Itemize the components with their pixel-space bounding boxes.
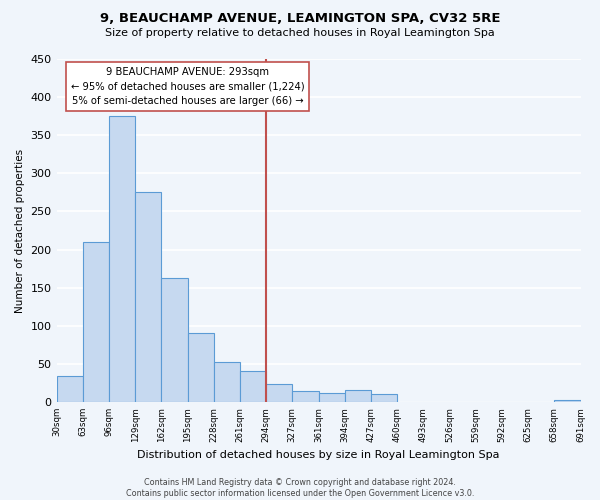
Text: Size of property relative to detached houses in Royal Leamington Spa: Size of property relative to detached ho… (105, 28, 495, 38)
Text: Contains HM Land Registry data © Crown copyright and database right 2024.
Contai: Contains HM Land Registry data © Crown c… (126, 478, 474, 498)
Bar (109, 116, 135, 402)
Bar (135, 192, 161, 402)
Bar (188, 334, 214, 402)
Bar (292, 392, 319, 402)
Bar (240, 370, 266, 402)
Bar (56, 376, 83, 402)
Bar (319, 393, 345, 402)
Text: 9 BEAUCHAMP AVENUE: 293sqm
← 95% of detached houses are smaller (1,224)
5% of se: 9 BEAUCHAMP AVENUE: 293sqm ← 95% of deta… (71, 66, 304, 106)
Y-axis label: Number of detached properties: Number of detached properties (15, 148, 25, 312)
Bar (83, 242, 109, 402)
Bar (266, 384, 292, 402)
X-axis label: Distribution of detached houses by size in Royal Leamington Spa: Distribution of detached houses by size … (137, 450, 500, 460)
Bar (214, 362, 240, 402)
Bar (554, 400, 581, 402)
Text: 9, BEAUCHAMP AVENUE, LEAMINGTON SPA, CV32 5RE: 9, BEAUCHAMP AVENUE, LEAMINGTON SPA, CV3… (100, 12, 500, 26)
Bar (371, 394, 397, 402)
Bar (345, 390, 371, 402)
Bar (161, 278, 188, 402)
